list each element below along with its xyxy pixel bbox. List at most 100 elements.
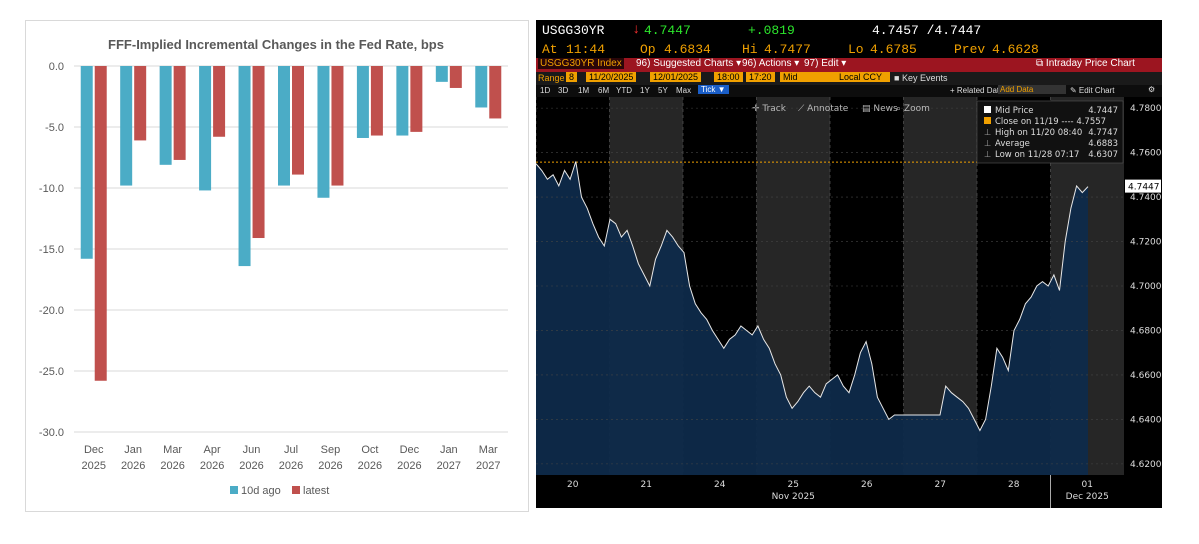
- last-price-marker: [1125, 179, 1161, 193]
- suggested-charts-button[interactable]: 96) Suggested Charts ▾: [636, 58, 742, 69]
- x-tick-year: 2026: [358, 460, 382, 472]
- x-tick-label: Dec: [400, 444, 420, 456]
- y-tick-label: 4.7200: [1130, 238, 1162, 248]
- x-tick-year: 2027: [437, 460, 461, 472]
- end-date-field[interactable]: 12/01/2025: [650, 72, 702, 82]
- y-tick-label: 4.6800: [1130, 326, 1162, 336]
- bar-latest: [292, 66, 304, 175]
- x-tick-year: 2026: [200, 460, 224, 472]
- bar-10d-ago: [396, 66, 409, 136]
- last-price: 4.7447: [644, 23, 691, 38]
- add-data-input[interactable]: Add Data: [998, 85, 1066, 94]
- legend-label: Low on 11/28 07:17: [995, 150, 1079, 160]
- x-tick-year: 2026: [121, 460, 145, 472]
- edit-chart-button[interactable]: ✎ Edit Chart: [1070, 86, 1115, 95]
- bid-ask: 4.7457 /4.7447: [872, 23, 982, 38]
- y-tick-label: -10.0: [39, 183, 64, 195]
- prev-value: 4.6628: [992, 42, 1039, 57]
- price-line: [536, 161, 1089, 432]
- quote-stats: At 11:44 Op 4.6834 Hi 4.7477 Lo 4.6785 P…: [536, 40, 1162, 58]
- x-tick-year: 2026: [397, 460, 421, 472]
- high-value: 4.7477: [764, 42, 811, 57]
- x-tick-label: Mar: [479, 444, 498, 456]
- function-toolbar: USGG30YR Index 96) Suggested Charts ▾ 96…: [536, 58, 1162, 72]
- x-tick-year: 2026: [160, 460, 184, 472]
- period-1y[interactable]: 1Y: [640, 86, 650, 95]
- start-date-field[interactable]: 11/20/2025: [586, 72, 637, 82]
- period-5y[interactable]: 5Y: [658, 86, 668, 95]
- key-events-toggle[interactable]: ■ Key Events: [894, 73, 948, 83]
- range-label: Range: [538, 73, 565, 83]
- x-tick-year: 2027: [476, 460, 500, 472]
- at-time: 11:44: [566, 42, 606, 57]
- y-tick-label: -30.0: [39, 427, 64, 439]
- bar-chart: FFF-Implied Incremental Changes in the F…: [39, 37, 508, 497]
- x-tick-year: 2026: [279, 460, 303, 472]
- gear-icon[interactable]: ⚙: [1148, 85, 1156, 94]
- currency-select[interactable]: Local CCY: [836, 72, 890, 82]
- x-tick-label: Sep: [321, 444, 341, 456]
- bar-10d-ago: [356, 66, 369, 138]
- bar-10d-ago: [199, 66, 212, 191]
- bar-latest: [449, 66, 462, 88]
- ticker: USGG30YR: [542, 23, 605, 38]
- mid-select[interactable]: Mid: [780, 72, 836, 82]
- bar-10d-ago: [475, 66, 488, 108]
- x-tick-label: Jan: [124, 444, 142, 456]
- x-day-label: 25: [788, 480, 799, 490]
- tick-select[interactable]: Tick ▼: [698, 85, 729, 94]
- bar-latest: [331, 66, 344, 186]
- actions-button[interactable]: 96) Actions ▾: [742, 58, 800, 69]
- low-value: 4.6785: [870, 42, 917, 57]
- x-day-label: 26: [861, 480, 873, 490]
- bar-10d-ago: [317, 66, 330, 198]
- legend-label: High on 11/20 08:40: [995, 128, 1082, 138]
- x-day-label: 20: [567, 480, 579, 490]
- x-day-label: 28: [1008, 480, 1020, 490]
- related-data-button[interactable]: + Related Dat: [950, 86, 1000, 95]
- y-tick-label: 4.6200: [1130, 460, 1162, 470]
- x-tick-label: Apr: [204, 444, 221, 456]
- security-index[interactable]: USGG30YR Index: [538, 58, 624, 69]
- period-ytd[interactable]: YTD: [616, 86, 632, 95]
- x-tick-year: 2026: [239, 460, 263, 472]
- period-bar: 1D 3D 1M 6M YTD 1Y 5Y Max Tick ▼ + Relat…: [536, 85, 1162, 97]
- x-tick-year: 2025: [81, 460, 105, 472]
- end-time-field[interactable]: 17:20: [746, 72, 775, 82]
- period-max[interactable]: Max: [676, 86, 692, 95]
- x-tick-label: Dec: [84, 444, 104, 456]
- bar-latest: [370, 66, 383, 136]
- legend-marker: ⊥: [984, 139, 991, 149]
- chart-tool-1[interactable]: ⟋ Annotate: [798, 104, 849, 114]
- chart-tool-0[interactable]: ✛ Track: [752, 104, 787, 114]
- legend-value: 4.7747: [1088, 128, 1118, 138]
- net-change: +.0819: [748, 23, 795, 38]
- range-number[interactable]: 8: [566, 72, 578, 82]
- legend-label: latest: [303, 485, 329, 497]
- last-price-label: 4.7447: [1128, 183, 1160, 193]
- high-label: Hi: [742, 42, 758, 57]
- chart-tool-2[interactable]: ▤ News: [862, 104, 898, 114]
- low-label: Lo: [848, 42, 864, 57]
- bar-10d-ago: [435, 66, 448, 82]
- y-tick-label: 4.7400: [1130, 193, 1162, 203]
- legend-label: Average: [995, 139, 1030, 149]
- x-axis-bg: [536, 475, 1162, 508]
- x-tick-year: 2026: [318, 460, 342, 472]
- edit-button[interactable]: 97) Edit ▾: [804, 58, 847, 69]
- bar-chart-panel: FFF-Implied Incremental Changes in the F…: [25, 20, 529, 512]
- period-3d[interactable]: 3D: [558, 86, 569, 95]
- period-6m[interactable]: 6M: [598, 86, 610, 95]
- chart-tool-3[interactable]: ⌕ Zoom: [896, 104, 930, 114]
- start-time-field[interactable]: 18:00: [714, 72, 743, 82]
- y-tick-label: 4.7600: [1130, 149, 1162, 159]
- period-1d[interactable]: 1D: [540, 86, 551, 95]
- y-tick-label: 4.6600: [1130, 371, 1162, 381]
- chart-title: FFF-Implied Incremental Changes in the F…: [108, 37, 444, 52]
- period-1m[interactable]: 1M: [578, 86, 590, 95]
- x-tick-label: Jan: [440, 444, 458, 456]
- y-tick-label: 4.7800: [1130, 104, 1162, 114]
- x-tick-label: Mar: [163, 444, 182, 456]
- legend-box: [976, 100, 1124, 164]
- legend-marker: ⊥: [984, 150, 991, 160]
